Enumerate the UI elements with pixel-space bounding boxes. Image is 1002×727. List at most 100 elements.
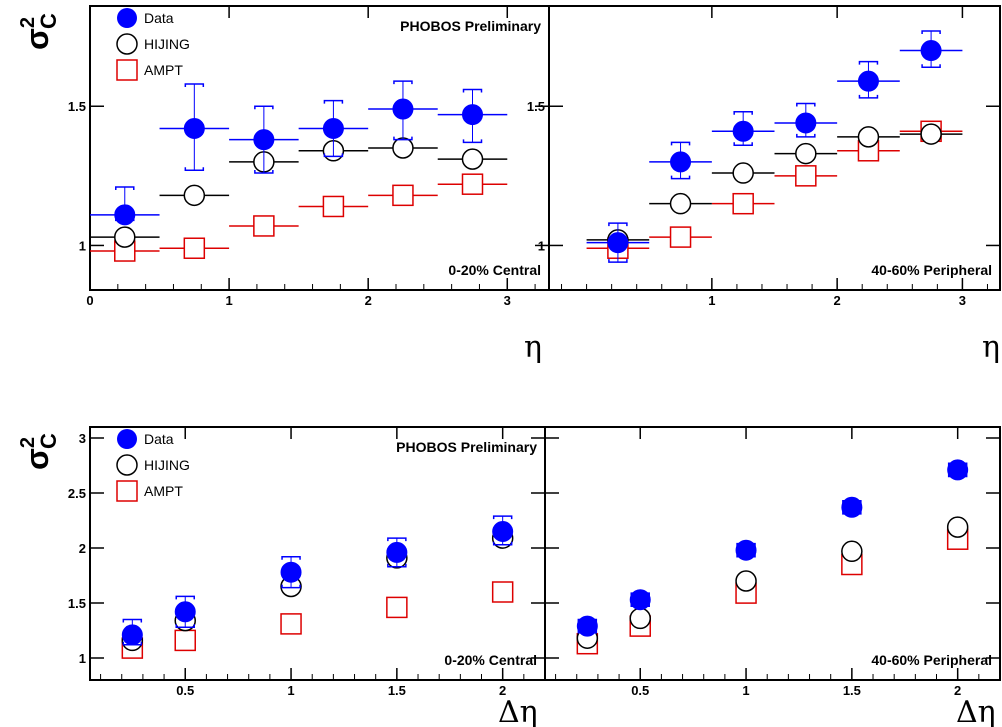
data-marker: [607, 232, 629, 254]
data-syst-bracket: [393, 136, 413, 141]
data-syst-bracket: [608, 259, 628, 263]
annotation-bottom: 0-20% Central: [444, 652, 537, 668]
x-tick-label: 2: [365, 293, 372, 308]
annotation-top: PHOBOS Preliminary: [400, 18, 541, 34]
data-syst-bracket: [858, 60, 879, 65]
data-syst-bracket: [921, 64, 941, 69]
data-marker: [920, 40, 942, 62]
legend-label: HIJING: [144, 457, 190, 473]
legend-data-icon: [117, 8, 137, 28]
panel-top-right: 1 2 3 1 1.5 40-60% Peripheral: [527, 5, 1001, 308]
bottom-left-xlabel: Δη: [498, 695, 538, 727]
x-tick-label: 0.5: [176, 683, 194, 698]
x-tick-label: 1: [742, 683, 749, 698]
legend: Data HIJING AMPT: [116, 429, 190, 502]
data-marker: [795, 112, 817, 134]
plot-frame: [544, 426, 1001, 681]
ampt-marker: [669, 226, 692, 248]
legend-label: AMPT: [144, 62, 183, 78]
top-ylabel-sub: C: [36, 13, 61, 29]
data-syst-bracket: [462, 88, 483, 93]
legend-label: Data: [144, 431, 174, 447]
bottom-right-xlabel: Δη: [956, 695, 996, 727]
ampt-marker: [253, 215, 275, 237]
data-syst-bracket: [254, 105, 274, 110]
panel-bottom-right: 0.5 1 1.5 2 40-60% Peripheral: [544, 426, 1001, 698]
y-tick-label: 1: [538, 238, 545, 253]
data-marker: [392, 98, 414, 120]
data-syst-bracket: [393, 80, 413, 85]
data-syst-bracket: [387, 563, 407, 568]
ampt-marker: [280, 613, 302, 635]
data-syst-bracket: [323, 153, 344, 158]
y-tick-label: 1.5: [527, 99, 545, 114]
data-marker: [735, 539, 757, 561]
legend-hijing-icon: [116, 33, 138, 55]
x-tick-label: 1.5: [388, 683, 406, 698]
data-marker: [114, 204, 136, 226]
top-ylabel-sup: 2: [17, 17, 39, 28]
hijing-marker: [461, 148, 484, 170]
data-marker: [492, 521, 514, 542]
legend-label: HIJING: [144, 36, 190, 52]
x-tick-label: 3: [959, 293, 966, 308]
ampt-marker: [386, 596, 408, 619]
annotation-bottom: 40-60% Peripheral: [871, 652, 992, 668]
legend-data-icon: [117, 429, 137, 449]
data-marker: [732, 120, 754, 142]
data-marker: [183, 118, 205, 140]
x-tick-label: 1: [708, 293, 715, 308]
hijing-marker: [920, 123, 942, 145]
hijing-marker: [946, 516, 969, 538]
hijing-marker: [857, 126, 880, 148]
ampt-marker: [461, 173, 484, 195]
hijing-marker: [629, 607, 651, 630]
data-marker: [280, 561, 302, 583]
x-tick-label: 2: [834, 293, 841, 308]
ampt-marker: [795, 165, 817, 187]
data-syst-bracket: [492, 541, 513, 546]
y-tick-label: 1.5: [68, 596, 86, 611]
y-tick-label: 1.5: [68, 99, 86, 114]
data-marker: [174, 601, 196, 623]
data-marker: [462, 104, 483, 126]
top-right-xlabel: η: [982, 330, 1000, 365]
legend-ampt-icon: [116, 480, 138, 502]
top-ylabel-text: σ2C: [17, 13, 61, 50]
data-syst-bracket: [492, 515, 513, 520]
data-syst-bracket: [115, 186, 135, 190]
hijing-marker: [795, 142, 817, 165]
data-marker: [629, 589, 651, 611]
x-tick-label: 2: [954, 683, 961, 698]
top-ylabel: σ2C: [17, 13, 61, 50]
data-syst-bracket: [387, 537, 407, 542]
hijing-marker: [735, 570, 757, 592]
x-tick-label: 3: [504, 293, 511, 308]
hijing-marker: [392, 137, 414, 159]
data-syst-bracket: [323, 99, 344, 104]
hijing-marker: [183, 184, 206, 207]
ampt-marker: [322, 195, 345, 218]
data-syst-bracket: [796, 102, 816, 107]
panel-top-left: 0 1 2 3 1 1.5 PHOBOS Preliminary 0-20% Central D…: [68, 5, 550, 308]
x-tick-label: 0: [86, 293, 93, 308]
x-tick-label: 0.5: [631, 683, 649, 698]
data-syst-bracket: [184, 83, 205, 87]
annotation-bottom: 0-20% Central: [448, 262, 541, 278]
legend-ampt-icon: [116, 59, 138, 81]
data-syst-bracket: [670, 175, 691, 180]
ampt-marker: [174, 629, 196, 652]
data-syst-bracket: [281, 556, 301, 560]
data-marker: [841, 496, 863, 518]
ampt-marker: [491, 581, 514, 603]
y-tick-label: 1: [79, 238, 86, 253]
data-syst-bracket: [733, 111, 753, 115]
bottom-ylabel-text: σ2C: [17, 433, 61, 470]
bottom-ylabel: σ2C: [17, 433, 61, 470]
bottom-ylabel-sup: 2: [17, 437, 39, 448]
hijing-marker: [841, 540, 863, 563]
y-tick-label: 2: [79, 541, 86, 556]
annotation-bottom: 40-60% Peripheral: [871, 262, 992, 278]
legend: Data HIJING AMPT: [116, 8, 190, 81]
x-tick-label: 2: [499, 683, 506, 698]
